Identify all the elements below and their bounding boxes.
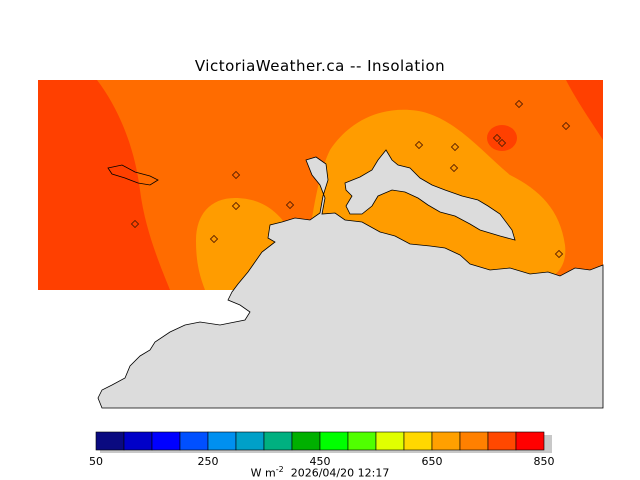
station-marker[interactable] <box>414 140 424 150</box>
field-dark-west <box>38 80 170 290</box>
colorbar-segment <box>207 431 237 451</box>
colorbar-segment <box>95 431 125 451</box>
station-marker[interactable] <box>209 234 219 244</box>
station-marker[interactable] <box>130 219 140 229</box>
colorbar-segment <box>487 431 517 451</box>
station-marker[interactable] <box>231 170 241 180</box>
colorbar-segment <box>347 431 377 451</box>
colorbar-segment <box>431 431 461 451</box>
colorbar-segment <box>319 431 349 451</box>
station-markers <box>130 99 571 259</box>
station-marker[interactable] <box>492 133 502 143</box>
field-dark-spot <box>487 125 517 151</box>
station-marker[interactable] <box>514 99 524 109</box>
colorbar-tick-label: 50 <box>89 455 103 468</box>
land-saanich-peninsula <box>344 149 516 241</box>
colorbar-segment <box>375 431 405 451</box>
land-small-island <box>107 164 159 186</box>
station-marker[interactable] <box>231 201 241 211</box>
colorbar-segment <box>179 431 209 451</box>
timestamp: 2026/04/20 12:17 <box>290 466 390 480</box>
station-marker[interactable] <box>561 121 571 131</box>
map-footer: W m-2 2026/04/20 12:17 <box>0 465 640 480</box>
station-marker[interactable] <box>450 142 460 152</box>
colorbar-tick-label: 250 <box>197 455 219 468</box>
colorbar-tick-label: 650 <box>421 455 443 468</box>
units-label: W m <box>250 466 276 480</box>
colorbar-segment <box>459 431 489 451</box>
colorbar-segment <box>235 431 265 451</box>
field-dark-ne <box>566 80 603 140</box>
colorbar-segment <box>515 431 545 451</box>
station-marker[interactable] <box>497 138 507 148</box>
station-marker[interactable] <box>554 249 564 259</box>
station-marker[interactable] <box>449 163 459 173</box>
colorbar <box>95 431 552 453</box>
colorbar-segment <box>403 431 433 451</box>
station-marker[interactable] <box>285 200 295 210</box>
units-exponent: -2 <box>275 465 284 474</box>
map-title: VictoriaWeather.ca -- Insolation <box>194 57 446 75</box>
colorbar-segment <box>291 431 321 451</box>
colorbar-segment <box>263 431 293 451</box>
colorbar-tick-label: 850 <box>533 455 555 468</box>
colorbar-segment <box>123 431 153 451</box>
colorbar-tick-label: 450 <box>309 455 331 468</box>
land-vancouver-island <box>97 156 604 409</box>
colorbar-segment <box>151 431 181 451</box>
